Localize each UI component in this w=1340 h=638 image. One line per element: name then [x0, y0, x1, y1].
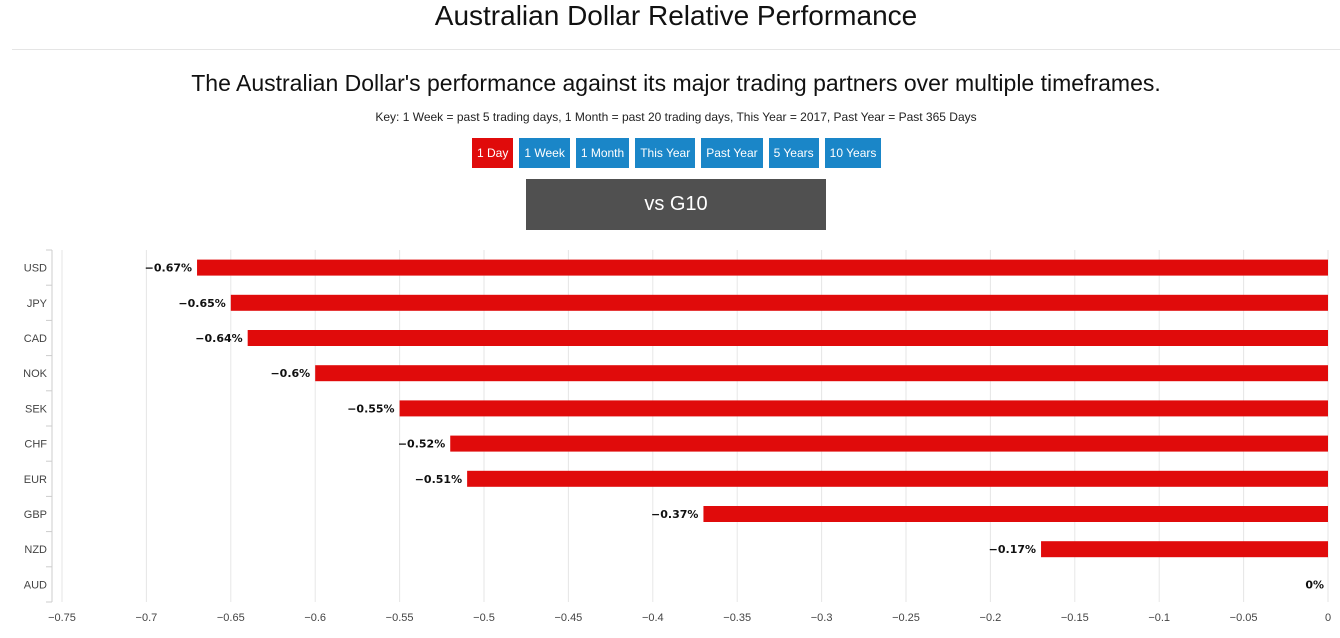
x-tick-label: −0.15: [1061, 612, 1089, 624]
y-tick-label: SEK: [25, 403, 48, 415]
tab-1-day[interactable]: 1 Day: [472, 138, 514, 168]
bar[interactable]: [399, 400, 1329, 417]
x-tick-label: −0.75: [48, 612, 76, 624]
data-label: −0.67%: [145, 262, 192, 275]
y-tick-label: EUR: [24, 474, 47, 486]
x-tick-label: −0.25: [892, 612, 920, 624]
tab-10-years[interactable]: 10 Years: [824, 138, 882, 168]
bar[interactable]: [230, 294, 1328, 311]
data-label: −0.17%: [989, 543, 1036, 556]
tab-past-year[interactable]: Past Year: [701, 138, 763, 168]
tab-1-week[interactable]: 1 Week: [519, 138, 570, 168]
bar[interactable]: [315, 365, 1328, 382]
timeframe-key: Key: 1 Week = past 5 trading days, 1 Mon…: [375, 110, 977, 124]
bar[interactable]: [703, 506, 1328, 522]
data-label: −0.52%: [398, 438, 445, 451]
tab-5-years[interactable]: 5 Years: [768, 138, 819, 168]
x-tick-label: −0.55: [386, 612, 414, 624]
page-subtitle: The Australian Dollar's performance agai…: [191, 70, 1161, 96]
y-tick-label: USD: [24, 263, 47, 275]
y-tick-label: NOK: [23, 368, 48, 380]
data-label: −0.65%: [178, 297, 225, 310]
tab-this-year[interactable]: This Year: [635, 138, 696, 168]
data-label: −0.55%: [347, 402, 394, 415]
bar[interactable]: [247, 330, 1329, 346]
x-tick-label: −0.4: [642, 612, 664, 624]
header-divider: [12, 49, 1340, 50]
bar[interactable]: [1041, 541, 1328, 558]
y-tick-label: CHF: [24, 439, 47, 451]
timeframe-tabs: 1 Day 1 Week 1 Month This Year Past Year…: [472, 138, 887, 168]
bar[interactable]: [467, 470, 1328, 487]
data-label: −0.51%: [415, 473, 462, 486]
data-label: −0.37%: [651, 508, 698, 521]
x-tick-label: −0.45: [554, 612, 582, 624]
tab-1-month[interactable]: 1 Month: [575, 138, 630, 168]
x-tick-label: −0.2: [980, 612, 1002, 624]
x-tick-label: −0.3: [811, 612, 833, 624]
x-tick-label: −0.7: [136, 612, 158, 624]
y-tick-label: GBP: [24, 509, 47, 521]
comparison-group-label: vs G10: [526, 179, 826, 230]
y-tick-label: CAD: [24, 333, 47, 345]
page-title: Australian Dollar Relative Performance: [434, 0, 918, 31]
x-tick-label: 0: [1325, 612, 1331, 624]
bar[interactable]: [197, 259, 1328, 276]
data-label: −0.64%: [195, 332, 242, 345]
y-tick-label: JPY: [27, 298, 48, 310]
x-tick-label: −0.5: [473, 612, 495, 624]
y-tick-label: AUD: [24, 579, 47, 591]
x-tick-label: −0.35: [723, 612, 751, 624]
data-label: −0.6%: [270, 367, 310, 380]
x-tick-label: −0.05: [1230, 612, 1258, 624]
x-tick-label: −0.1: [1148, 612, 1170, 624]
bar[interactable]: [450, 435, 1328, 452]
data-label: 0%: [1305, 578, 1324, 591]
x-tick-label: −0.6: [304, 612, 326, 624]
x-tick-label: −0.65: [217, 612, 245, 624]
y-tick-label: NZD: [24, 544, 47, 556]
